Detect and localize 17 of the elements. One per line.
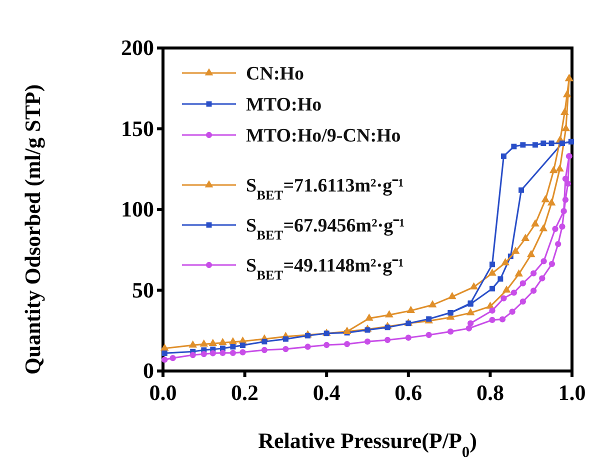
x-tick-label: 1.0 bbox=[558, 380, 586, 405]
y-tick-label: 100 bbox=[121, 196, 154, 222]
x-tick-label: 0.8 bbox=[476, 380, 504, 405]
legend-label: S$_{BET}$=67.9456m²·g⁻¹ bbox=[246, 216, 405, 242]
y-tick-label: 150 bbox=[121, 116, 154, 141]
x-tick-label: 0.2 bbox=[231, 380, 259, 405]
y-tick-label: 50 bbox=[132, 277, 154, 302]
legend-label: S$_{BET}$=49.1148m²·g⁻¹ bbox=[246, 256, 404, 282]
y-tick-label: 200 bbox=[121, 35, 154, 60]
x-tick-label: 0.6 bbox=[394, 380, 422, 405]
y-axis-title: Quantity Odsorbed (ml/g STP) bbox=[20, 84, 45, 375]
legend-label: MTO:Ho/9-CN:Ho bbox=[246, 126, 401, 147]
legend-label: MTO:Ho bbox=[246, 94, 322, 116]
legend-label: CN:Ho bbox=[246, 64, 304, 85]
x-tick-label: 0.4 bbox=[312, 380, 340, 405]
x-axis-title: Relative Pressure(P/P$_{0}$) bbox=[258, 428, 477, 460]
legend-label: S$_{BET}$=71.6113m²·g⁻¹ bbox=[246, 176, 404, 202]
